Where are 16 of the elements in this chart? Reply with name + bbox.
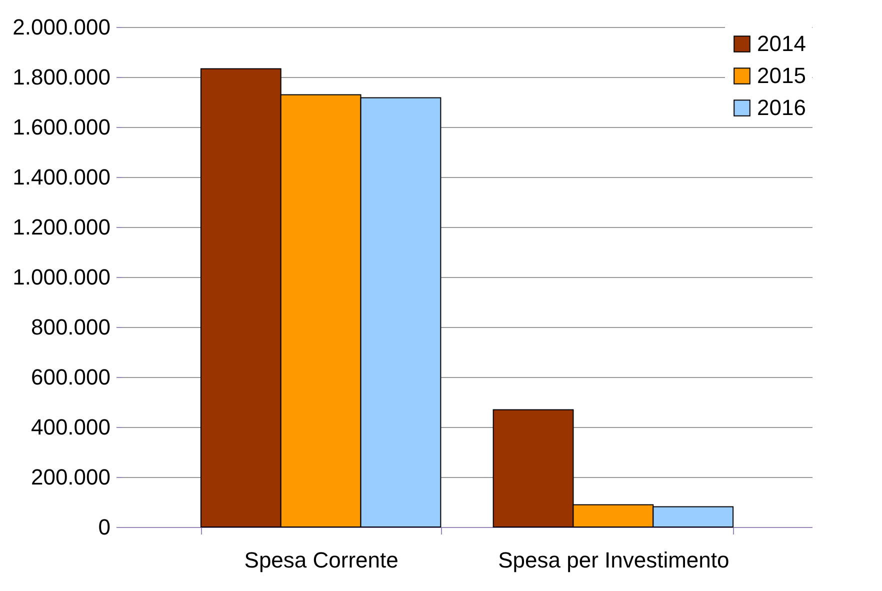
y-tick-label: 800.000 — [30, 314, 110, 340]
y-tick-label: 1.800.000 — [12, 64, 110, 90]
y-tick-label: 0 — [98, 514, 110, 540]
y-tick-label: 600.000 — [30, 364, 110, 390]
legend-label: 2015 — [757, 63, 806, 88]
y-tick-label: 200.000 — [30, 464, 110, 490]
legend-label: 2016 — [757, 95, 806, 120]
x-tick-label: Spesa Corrente — [244, 548, 398, 572]
y-tick-label: 1.600.000 — [12, 114, 110, 140]
y-tick-label: 400.000 — [30, 414, 110, 440]
y-tick-label: 1.000.000 — [12, 264, 110, 290]
legend-label: 2014 — [757, 31, 806, 56]
y-tick-label: 1.400.000 — [12, 164, 110, 190]
x-tick-label: Spesa per Investimento — [498, 548, 730, 572]
y-tick-label: 1.200.000 — [12, 214, 110, 240]
y-tick-label: 2.000.000 — [12, 14, 110, 40]
